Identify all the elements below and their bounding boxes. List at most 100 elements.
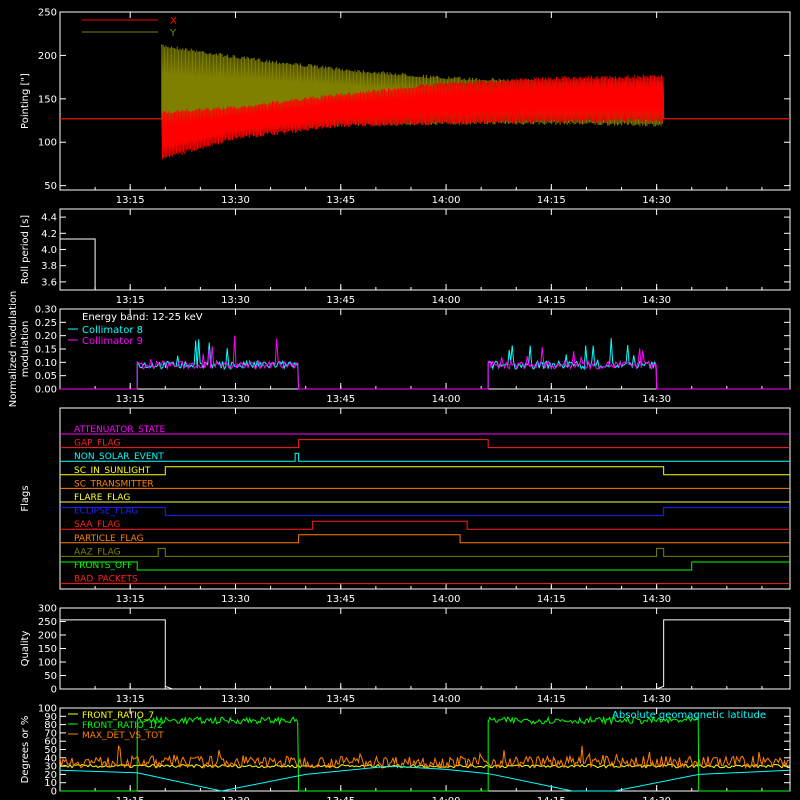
y-axis-label: Roll period [s]	[20, 215, 31, 284]
x-tick-label: 13:30	[221, 195, 250, 206]
legend-label-x: X	[170, 16, 177, 27]
x-tick-label: 14:15	[537, 594, 566, 605]
flag-label-eclipse-flag: ECLIPSE_FLAG	[74, 507, 138, 517]
x-tick-label: 14:15	[537, 195, 566, 206]
x-tick-label: 13:45	[326, 594, 355, 605]
panel-0: 13:15 13:30 13:45 14:00 14:15 14:30 Pointing […	[20, 8, 791, 206]
y-axis-label: Quality	[20, 631, 31, 667]
flag-line-eclipse-flag	[60, 507, 790, 517]
x-tick-label: 13:45	[326, 694, 355, 705]
x-tick-label: 13:15	[116, 195, 145, 206]
flag-label-non-solar-event: NON_SOLAR_EVENT	[74, 452, 164, 462]
y-axis-label: Degrees or %	[20, 716, 31, 784]
x-tick-label: 13:30	[221, 694, 250, 705]
y-tick-label: 200	[38, 51, 57, 62]
x-tick-label: 14:30	[642, 594, 671, 605]
x-tick-label: 13:45	[326, 195, 355, 206]
y-tick-label: 0.25	[35, 318, 57, 329]
legend-label: Collimator 9	[82, 336, 143, 347]
x-tick-label: 14:15	[537, 295, 566, 306]
quality-line	[60, 619, 790, 690]
geomagnetic-latitude-annotation: Absolute geomagnetic latitude	[612, 710, 766, 721]
flag-line-aaz-flag	[60, 547, 790, 557]
x-tick-label: 14:15	[537, 394, 566, 405]
y-tick-label: 3.6	[41, 277, 57, 288]
energy-band-annotation: Energy band: 12-25 keV	[82, 312, 203, 323]
panel-4: 13:15 13:30 13:45 14:00 14:15 14:30 Quality 0 50…	[20, 604, 791, 705]
flag-line-gap-flag	[60, 439, 790, 449]
x-tick-label: 14:30	[642, 195, 671, 206]
legend-label-y: Y	[169, 28, 177, 39]
panel-3: 13:15 13:30 13:45 14:00 14:15 14:30 Flags ATTEN…	[20, 407, 791, 605]
series-collimator-9-line	[60, 335, 790, 390]
y-tick-label: 0.20	[35, 331, 57, 342]
legend-label: FRONT_RATIO_7	[82, 711, 154, 721]
x-tick-label: 14:00	[432, 694, 461, 705]
y-tick-label: 250	[38, 617, 57, 628]
flag-line-sc-in-sunlight	[60, 466, 790, 476]
series-front-ratio-12-line	[60, 715, 790, 792]
x-tick-label: 14:00	[432, 394, 461, 405]
y-tick-label: 90	[44, 712, 57, 723]
series-x-line	[60, 74, 790, 160]
x-tick-label: 13:30	[221, 594, 250, 605]
series-max-det-vs-tot-line	[59, 744, 790, 770]
x-tick-label: 13:45	[326, 295, 355, 306]
flag-line-saa-flag	[60, 520, 790, 530]
x-tick-label: 13:45	[326, 796, 355, 800]
x-tick-label: 13:15	[116, 594, 145, 605]
panel-2: 13:15 13:30 13:45 14:00 14:15 14:30 Normalized…	[8, 291, 791, 408]
y-tick-label: 30	[44, 762, 57, 773]
y-tick-label: 0.15	[35, 345, 57, 356]
flag-label-sc-transmitter: SC_TRANSMITTER	[74, 479, 154, 489]
y-tick-label: 10	[44, 778, 57, 789]
flag-label-aaz-flag: AAZ_FLAG	[74, 547, 121, 557]
y-tick-label: 0.30	[35, 305, 57, 316]
x-tick-label: 13:15	[116, 295, 145, 306]
x-tick-label: 14:15	[537, 694, 566, 705]
x-tick-label: 13:15	[116, 796, 145, 800]
y-tick-label: 4.0	[41, 245, 57, 256]
y-tick-label: 0.10	[35, 358, 57, 369]
flag-label-attenuator-state: ATTENUATOR_STATE	[74, 425, 166, 435]
y-tick-label: 4.4	[41, 213, 57, 224]
x-tick-label: 14:00	[432, 796, 461, 800]
flag-label-sc-in-sunlight: SC_IN_SUNLIGHT	[74, 466, 151, 476]
flag-label-gap-flag: GAP_FLAG	[74, 439, 120, 449]
series-collimator-8-line	[60, 338, 790, 390]
y-tick-label: 60	[44, 737, 57, 748]
flag-label-bad-packets: BAD_PACKETS	[74, 575, 138, 585]
y-tick-label: 300	[38, 604, 57, 615]
y-tick-label: 0.00	[35, 385, 57, 396]
y-tick-label: 40	[44, 753, 57, 764]
roll-period-line	[60, 238, 96, 290]
x-tick-label: 14:30	[642, 394, 671, 405]
panel-1: 13:15 13:30 13:45 14:00 14:15 14:30 Roll perio…	[20, 208, 791, 306]
flag-line-fronts-off	[60, 561, 790, 571]
x-tick-label: 14:00	[432, 195, 461, 206]
panel-5: 13:15 13:30 13:45 14:00 14:15 14:30 Degrees or…	[20, 704, 791, 800]
y-tick-label: 4.2	[41, 229, 57, 240]
y-tick-label: 100	[38, 138, 57, 149]
y-axis-label: Normalized modulation	[8, 291, 19, 408]
x-tick-label: 14:00	[432, 295, 461, 306]
y-tick-label: 3.8	[41, 261, 57, 272]
plot-frame	[59, 11, 791, 191]
x-tick-label: 14:30	[642, 796, 671, 800]
x-tick-label: 13:30	[221, 394, 250, 405]
y-tick-label: 0.05	[35, 371, 57, 382]
flag-label-particle-flag: PARTICLE_FLAG	[74, 534, 144, 544]
x-tick-label: 13:30	[221, 796, 250, 800]
x-tick-label: 13:15	[116, 694, 145, 705]
y-tick-label: 80	[44, 720, 57, 731]
y-axis-label-line2: modulation	[20, 321, 31, 378]
legend-label: Collimator 8	[82, 325, 143, 336]
flag-line-non-solar-event	[60, 452, 790, 462]
series-front-ratio-7-line	[59, 763, 790, 769]
y-tick-label: 50	[44, 671, 57, 682]
y-tick-label: 250	[38, 8, 57, 19]
plot-frame	[59, 208, 791, 291]
y-axis-label: Flags	[20, 485, 31, 511]
flag-label-flare-flag: FLARE_FLAG	[74, 493, 130, 503]
